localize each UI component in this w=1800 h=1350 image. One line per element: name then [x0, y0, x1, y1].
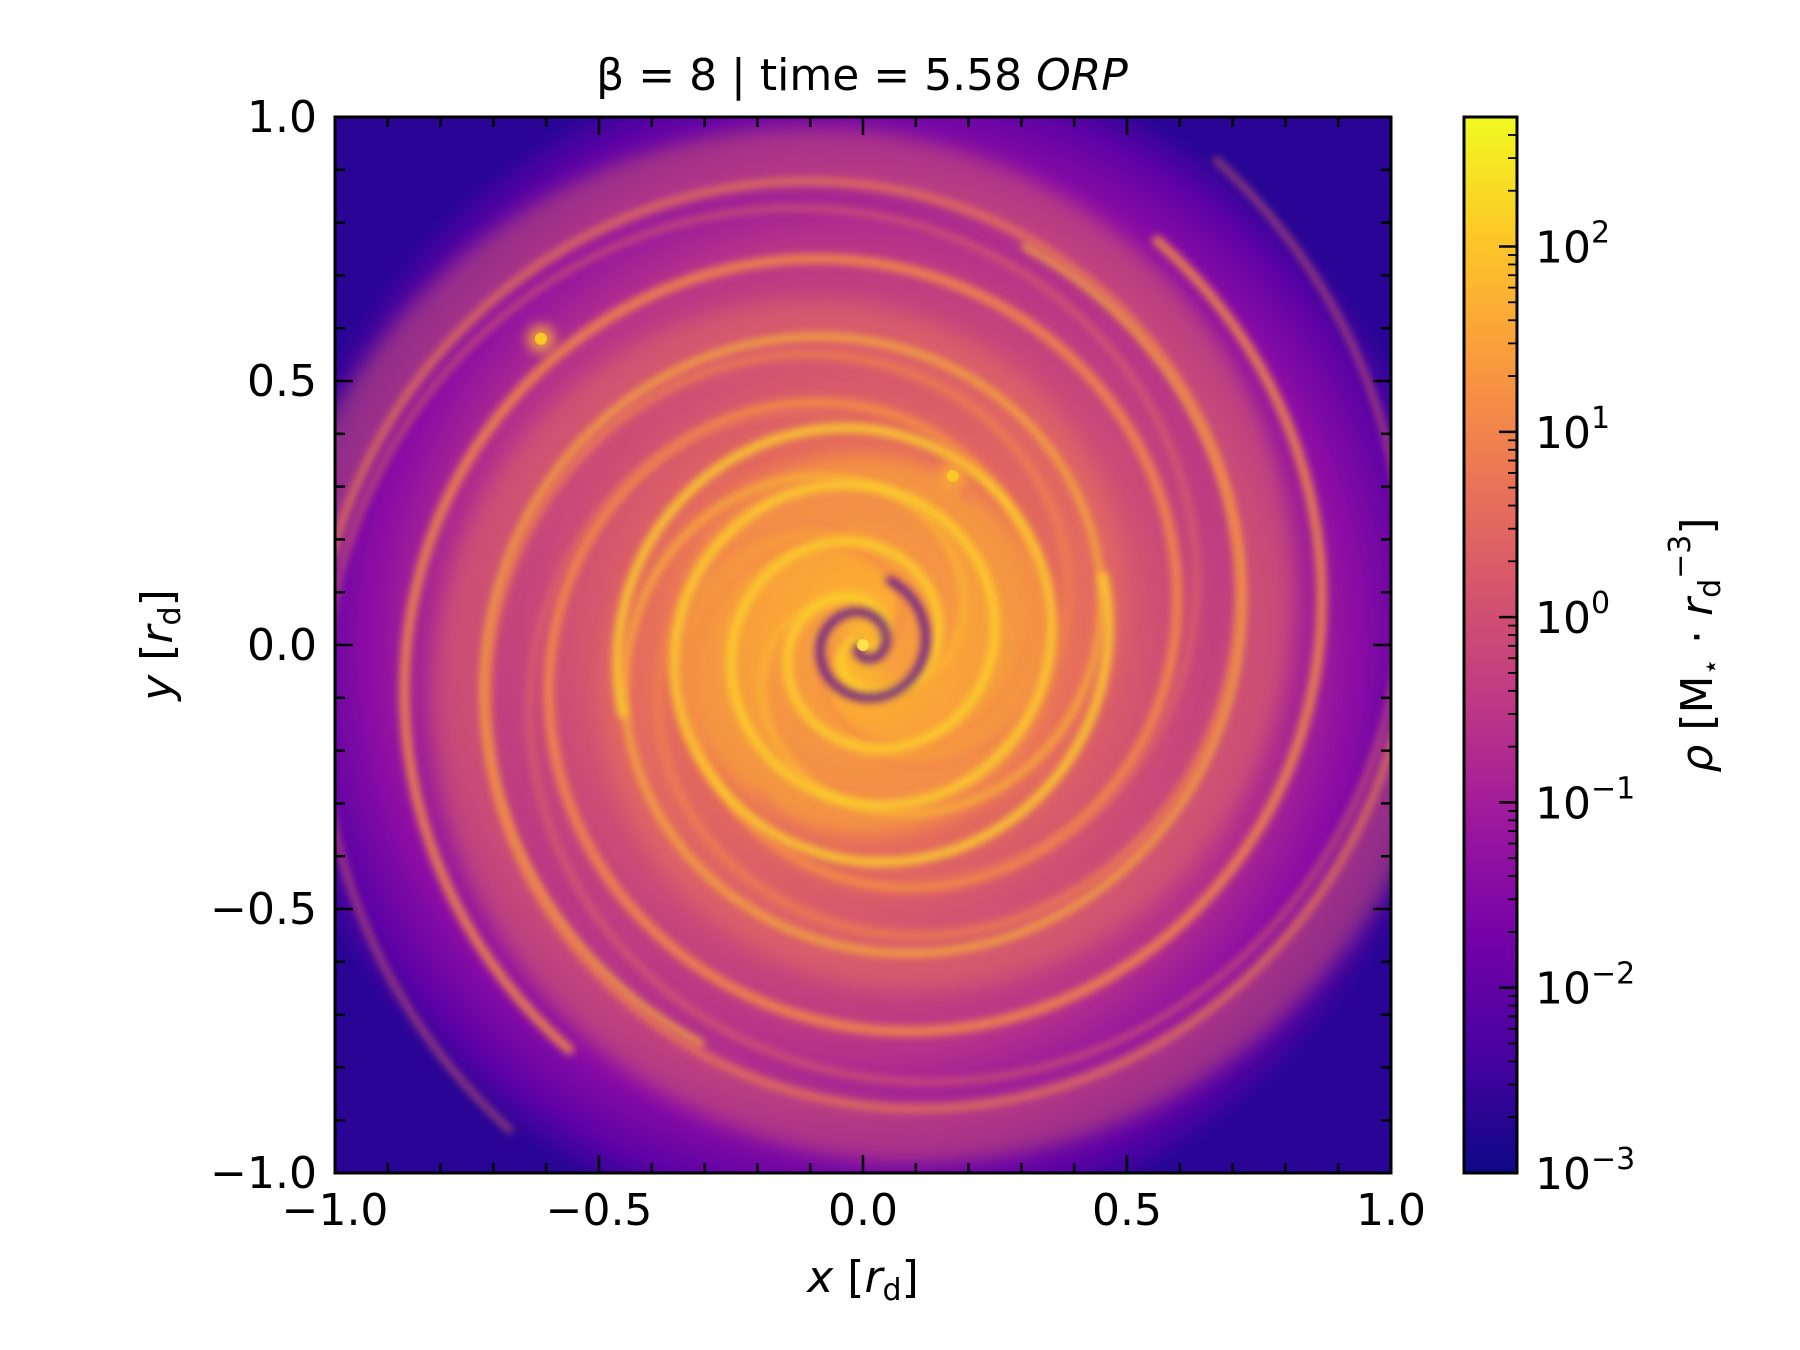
colorbar-ticks: [1499, 116, 1517, 1175]
chart-title: β = 8 | time = 5.58 ORP: [596, 50, 1128, 101]
y-axis-label: y [rd]: [132, 589, 188, 703]
density-clumps: [526, 324, 967, 491]
colorbar-label: ρ [M⋆ · rd−3]: [1663, 517, 1728, 772]
x-tick-label: 1.0: [1356, 1185, 1426, 1236]
spiral-arm: [543, 235, 1327, 1037]
spiral-arm: [431, 299, 1391, 1163]
y-tick-label: −0.5: [210, 884, 317, 935]
clump: [534, 332, 547, 345]
colorbar-tick-label: 100: [1535, 586, 1610, 644]
spiral-arm: [815, 576, 931, 703]
clump: [946, 470, 959, 483]
y-tick-label: 0.0: [247, 620, 317, 671]
y-tick-label: 1.0: [247, 92, 317, 143]
spiral-arm: [399, 253, 1183, 1055]
x-tick-labels: −1.0 −0.5 0.0 0.5 1.0: [282, 1185, 1426, 1236]
x-tick-label: −1.0: [282, 1185, 389, 1236]
x-axis-label: x [rd]: [805, 1252, 919, 1308]
colorbar-tick-label: 102: [1535, 216, 1610, 274]
spiral-arm: [335, 127, 1295, 991]
core-center: [857, 639, 869, 651]
y-tick-label: −1.0: [210, 1148, 317, 1199]
colorbar-tick-label: 10−2: [1535, 957, 1635, 1015]
x-tick-label: 0.0: [828, 1185, 898, 1236]
x-tick-label: −0.5: [546, 1185, 653, 1236]
colorbar-tick-label: 101: [1535, 401, 1610, 459]
y-tick-labels: −1.0 −0.5 0.0 0.5 1.0: [210, 92, 317, 1199]
spiral-arm: [335, 177, 1245, 940]
y-tick-label: 0.5: [247, 356, 317, 407]
colorbar-tick-label: 10−1: [1535, 771, 1635, 829]
x-tick-label: 0.5: [1092, 1185, 1162, 1236]
spiral-arm: [481, 350, 1391, 1113]
density-map: [335, 117, 1391, 1173]
axis-ticks: [333, 115, 1393, 1175]
spiral-arm: [669, 480, 1113, 867]
colorbar-tick-label: 10−3: [1535, 1142, 1635, 1200]
colorbar-tick-labels: 102 101 100 10−1 10−2 10−3: [1535, 216, 1635, 1200]
